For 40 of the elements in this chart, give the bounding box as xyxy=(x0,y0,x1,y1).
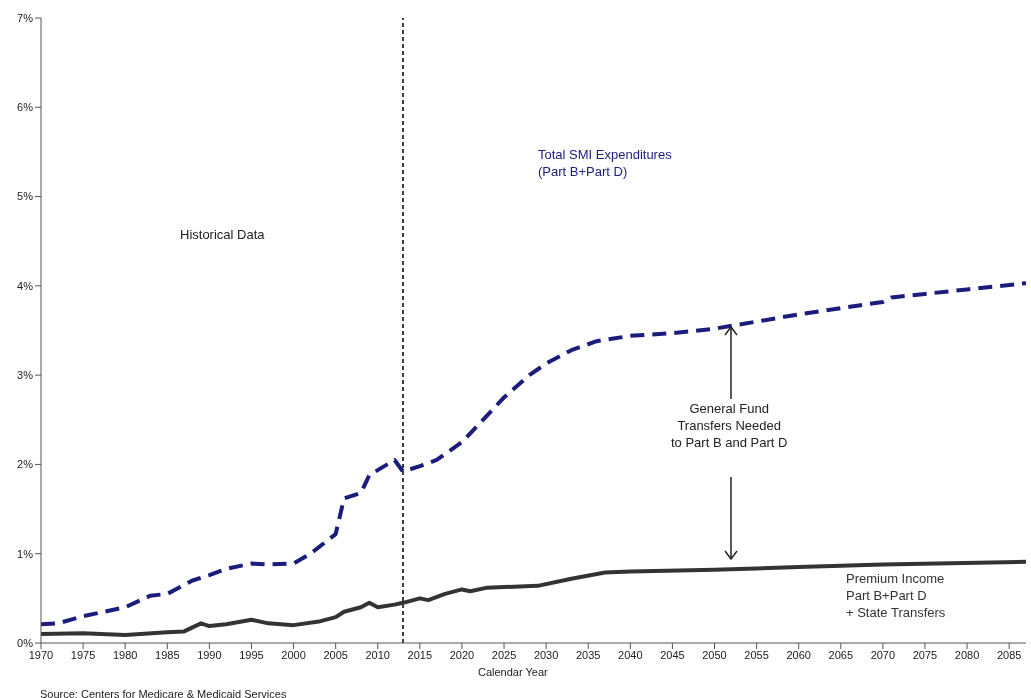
y-tick-label: 1% xyxy=(17,547,34,560)
x-tick-label: 2070 xyxy=(870,648,896,661)
x-tick-label: 2030 xyxy=(533,648,559,661)
x-tick-label: 1990 xyxy=(197,648,222,661)
x-tick-label: 2015 xyxy=(407,648,433,661)
y-tick-label: 6% xyxy=(17,101,34,114)
annotation: Historical Data xyxy=(180,226,265,243)
x-tick-label: 2050 xyxy=(702,648,727,661)
y-tick-label: 5% xyxy=(17,190,34,203)
x-axis-title: Calendar Year xyxy=(478,665,548,680)
x-tick-label: 2000 xyxy=(281,648,306,661)
x-tick-label: 2055 xyxy=(744,648,769,661)
x-tick-label: 2045 xyxy=(660,648,685,661)
y-tick-label: 0% xyxy=(17,636,34,649)
x-tick-label: 2040 xyxy=(618,648,643,661)
x-tick-label: 2035 xyxy=(575,648,601,661)
x-tick-label: 2065 xyxy=(828,648,854,661)
source-note: Source: Centers for Medicare & Medicaid Services xyxy=(40,687,287,698)
x-tick-label: 2010 xyxy=(365,648,390,661)
y-tick-label: 2% xyxy=(17,458,34,471)
x-tick-label: 2085 xyxy=(996,648,1022,661)
y-tick-label: 7% xyxy=(17,11,34,24)
x-tick-label: 1970 xyxy=(28,648,54,661)
text: Total SMI Expenditures (Part B+Part D) xyxy=(538,146,672,180)
annotation: General Fund Transfers Needed to Part B and Part D xyxy=(671,400,788,451)
x-tick-label: 2025 xyxy=(491,648,517,661)
x-tick-label: 2075 xyxy=(912,648,938,661)
line-series xyxy=(41,281,1026,627)
x-tick-label: 2080 xyxy=(954,648,980,661)
series-label: Premium Income Part B+Part D + State Transfers xyxy=(846,570,946,621)
y-tick-label: 4% xyxy=(17,279,34,292)
x-tick-label: 2060 xyxy=(786,648,811,661)
line-series xyxy=(41,559,1026,637)
x-tick-label: 1985 xyxy=(155,648,180,661)
x-tick-label: 1995 xyxy=(239,648,264,661)
x-tick-label: 1980 xyxy=(112,648,138,661)
x-tick-label: 2020 xyxy=(449,648,475,661)
y-tick-label: 3% xyxy=(17,369,34,382)
x-tick-label: 1975 xyxy=(70,648,96,661)
x-tick-label: 2005 xyxy=(323,648,348,661)
